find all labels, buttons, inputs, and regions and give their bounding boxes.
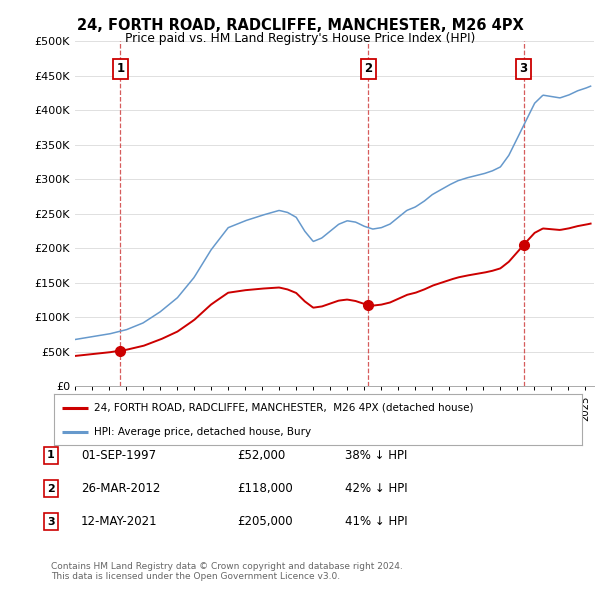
Text: £118,000: £118,000 — [237, 482, 293, 495]
Text: 2: 2 — [364, 63, 373, 76]
Text: 24, FORTH ROAD, RADCLIFFE, MANCHESTER,  M26 4PX (detached house): 24, FORTH ROAD, RADCLIFFE, MANCHESTER, M… — [94, 402, 473, 412]
Text: 3: 3 — [520, 63, 527, 76]
Text: 26-MAR-2012: 26-MAR-2012 — [81, 482, 160, 495]
Text: £205,000: £205,000 — [237, 515, 293, 528]
Text: 1: 1 — [47, 451, 55, 460]
Text: 38% ↓ HPI: 38% ↓ HPI — [345, 449, 407, 462]
Text: 41% ↓ HPI: 41% ↓ HPI — [345, 515, 407, 528]
Text: 24, FORTH ROAD, RADCLIFFE, MANCHESTER, M26 4PX: 24, FORTH ROAD, RADCLIFFE, MANCHESTER, M… — [77, 18, 523, 32]
Text: 42% ↓ HPI: 42% ↓ HPI — [345, 482, 407, 495]
Text: £52,000: £52,000 — [237, 449, 285, 462]
Text: HPI: Average price, detached house, Bury: HPI: Average price, detached house, Bury — [94, 428, 311, 437]
Text: 12-MAY-2021: 12-MAY-2021 — [81, 515, 158, 528]
Text: 1: 1 — [116, 63, 124, 76]
Text: Contains HM Land Registry data © Crown copyright and database right 2024.
This d: Contains HM Land Registry data © Crown c… — [51, 562, 403, 581]
Text: 2: 2 — [47, 484, 55, 493]
Text: 01-SEP-1997: 01-SEP-1997 — [81, 449, 156, 462]
Text: 3: 3 — [47, 517, 55, 526]
Text: Price paid vs. HM Land Registry's House Price Index (HPI): Price paid vs. HM Land Registry's House … — [125, 32, 475, 45]
